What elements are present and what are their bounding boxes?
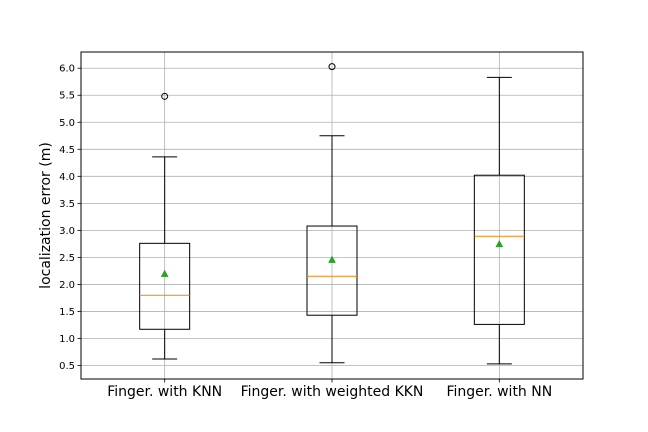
y-tick-label: 2.5 <box>59 253 75 264</box>
x-category-label: Finger. with NN <box>446 384 552 400</box>
box-group <box>306 63 358 364</box>
mean-marker <box>160 269 169 277</box>
y-tick-label: 5.5 <box>59 91 75 102</box>
y-tick-label: 3.0 <box>59 226 75 237</box>
y-axis-label: localization error (m) <box>38 142 54 289</box>
y-tick-label: 6.0 <box>59 64 75 75</box>
box-group <box>139 92 191 360</box>
iqr-box <box>473 174 525 325</box>
x-category-label: Finger. with KNN <box>107 384 222 400</box>
y-tick-label: 1.5 <box>59 307 75 318</box>
y-tick-label: 2.0 <box>59 280 75 291</box>
y-tick-label: 0.5 <box>59 361 75 372</box>
box-layer <box>139 63 525 365</box>
y-tick-label: 1.0 <box>59 334 75 345</box>
y-tick-label: 4.0 <box>59 172 75 183</box>
iqr-box <box>306 225 358 316</box>
outlier-point <box>328 63 336 71</box>
y-tick-label: 5.0 <box>59 118 75 129</box>
mean-marker <box>495 239 504 248</box>
y-tick-label: 4.5 <box>59 145 75 156</box>
box-group <box>473 76 525 365</box>
iqr-box <box>139 242 191 330</box>
y-axis-ticks: 0.5 1.0 1.5 2.0 2.5 3.0 3.5 4.0 4.5 5.0 5.5 6.0 <box>59 64 81 372</box>
mean-marker <box>328 255 336 263</box>
y-tick-label: 3.5 <box>59 199 75 210</box>
x-axis-ticks: Finger. with KNN Finger. with weighted KK… <box>107 379 552 400</box>
x-category-label: Finger. with weighted KKN <box>241 384 424 400</box>
outlier-point <box>161 92 169 100</box>
